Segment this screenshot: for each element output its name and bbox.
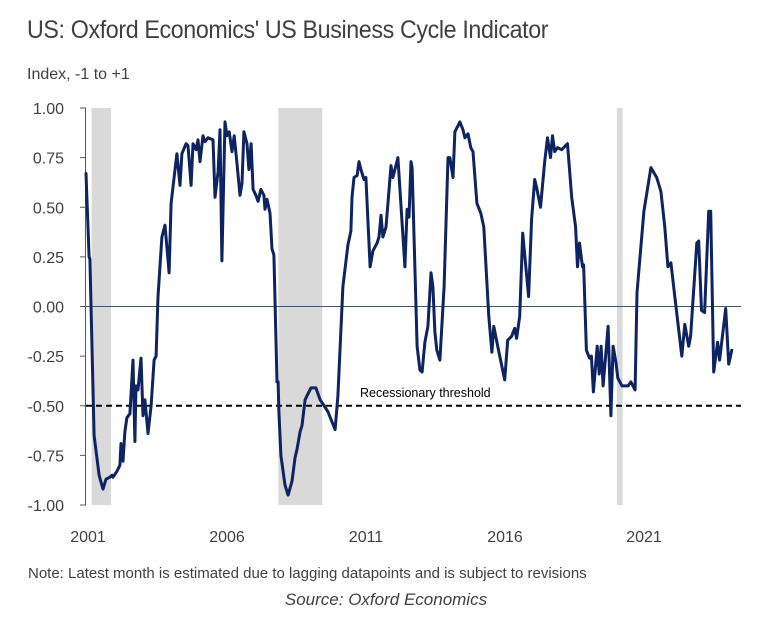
threshold-label: Recessionary threshold [360, 386, 491, 400]
y-tick-label: 0.00 [33, 300, 64, 317]
chart-area: Recessionary threshold 1.00 0.75 0.50 0.25 0… [28, 101, 741, 546]
y-tick-label: 0.75 [33, 151, 64, 168]
y-tick-label: -1.00 [28, 498, 65, 515]
series-line [84, 120, 734, 497]
x-tick-label: 2011 [349, 529, 384, 546]
reference-lines: Recessionary threshold [86, 306, 741, 407]
x-tick-label: 2001 [70, 529, 106, 546]
x-tick-label: 2021 [626, 529, 662, 546]
y-tick-label: -0.75 [28, 448, 65, 465]
series-layer [84, 120, 734, 497]
x-tick-label: 2006 [209, 529, 245, 546]
chart-title: US: Oxford Economics' US Business Cycle … [27, 16, 549, 44]
y-axis-unit-label: Index, -1 to +1 [27, 66, 130, 83]
tick-labels: 1.00 0.75 0.50 0.25 0.00 -0.25 -0.50 -0.75 -1.00… [28, 101, 662, 546]
y-tick-label: 0.50 [33, 200, 64, 217]
y-tick-label: 1.00 [33, 101, 64, 118]
y-tick-label: -0.25 [28, 349, 65, 366]
axes [80, 107, 86, 506]
y-tick-label: -0.50 [28, 399, 65, 416]
footnote: Note: Latest month is estimated due to l… [28, 565, 587, 581]
x-tick-label: 2016 [487, 529, 523, 546]
source-label: Source: Oxford Economics [284, 590, 488, 609]
y-tick-label: 0.25 [33, 250, 64, 267]
